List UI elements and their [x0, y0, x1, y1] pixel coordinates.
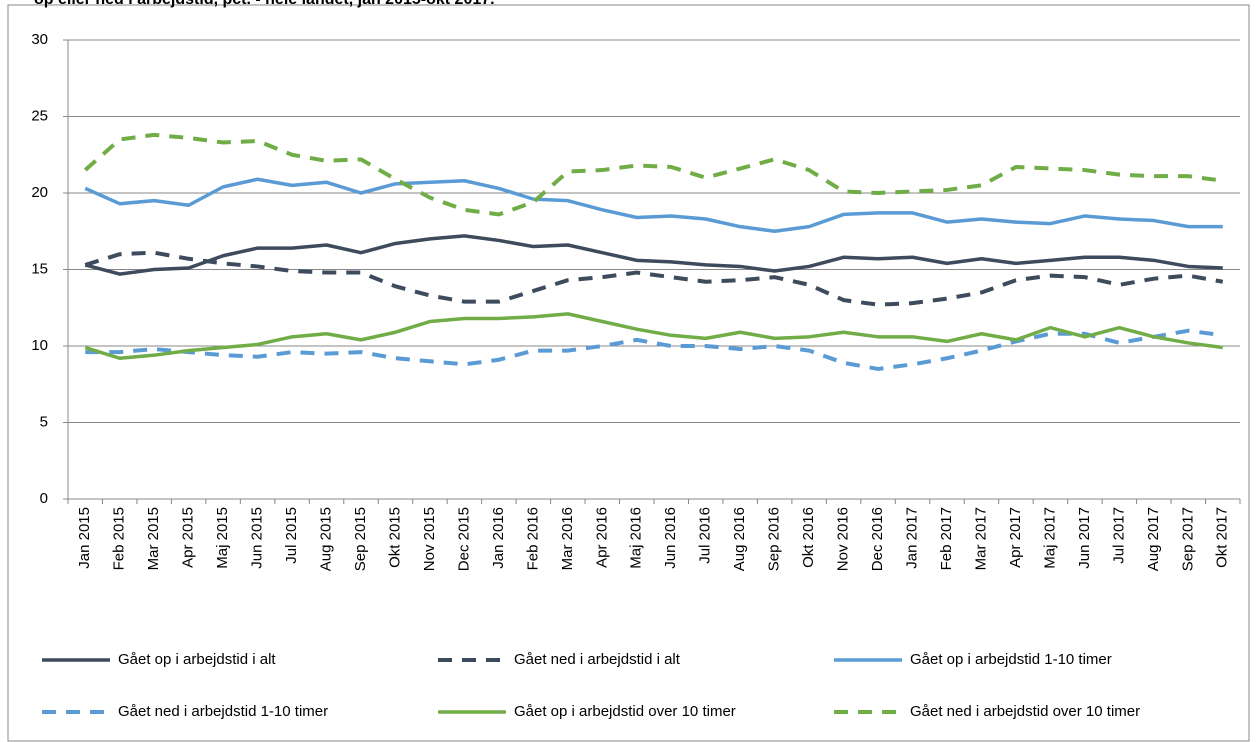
legend-label: Gået op i arbejdstid over 10 timer — [514, 703, 736, 720]
series-line — [84, 177, 1223, 233]
legend-label: Gået op i arbejdstid i alt — [118, 651, 276, 668]
y-tick-label: 30 — [31, 31, 48, 48]
x-tick-label: Apr 2016 — [593, 507, 610, 568]
legend-label: Gået ned i arbejdstid i alt — [514, 651, 681, 668]
x-tick-label: Maj 2017 — [1041, 507, 1058, 569]
x-tick-label: Jul 2016 — [697, 507, 714, 564]
x-tick-label: Dec 2016 — [869, 507, 886, 571]
x-tick-label: Maj 2015 — [214, 507, 231, 569]
x-tick-label: Aug 2016 — [731, 507, 748, 571]
x-tick-label: Jun 2015 — [249, 507, 266, 569]
x-tick-label: Jun 2016 — [662, 507, 679, 569]
x-tick-label: Sep 2016 — [766, 507, 783, 571]
x-tick-label: Aug 2015 — [317, 507, 334, 571]
x-tick-label: Jan 2015 — [76, 507, 93, 569]
y-tick-label: 20 — [31, 184, 48, 201]
x-tick-label: Sep 2015 — [352, 507, 369, 571]
x-tick-label: Okt 2015 — [386, 507, 403, 568]
chart-title: op eller ned i arbejdstid, pct. - hele l… — [34, 0, 495, 8]
x-tick-label: Jun 2017 — [1076, 507, 1093, 569]
x-tick-label: Nov 2016 — [835, 507, 852, 571]
x-tick-label: Jan 2017 — [903, 507, 920, 569]
x-tick-label: Jul 2015 — [283, 507, 300, 564]
series-line — [85, 328, 1224, 371]
x-tick-label: Okt 2016 — [800, 507, 817, 568]
x-tick-label: Feb 2016 — [524, 507, 541, 570]
x-tick-label: Jan 2016 — [490, 507, 507, 569]
series-line — [83, 132, 1224, 217]
x-tick-label: Apr 2015 — [180, 507, 197, 568]
x-tick-label: Sep 2017 — [1179, 507, 1196, 571]
x-tick-label: Feb 2017 — [938, 507, 955, 570]
chart-border — [7, 4, 1250, 742]
series-line — [84, 250, 1224, 307]
legend-label: Gået op i arbejdstid 1-10 timer — [910, 651, 1112, 668]
x-tick-label: Aug 2017 — [1145, 507, 1162, 571]
series-line — [84, 312, 1223, 360]
series-line — [84, 234, 1223, 276]
x-tick-label: Mar 2017 — [972, 507, 989, 570]
x-tick-label: Apr 2017 — [1007, 507, 1024, 568]
x-tick-label: Okt 2017 — [1214, 507, 1231, 568]
x-tick-label: Maj 2016 — [628, 507, 645, 569]
x-tick-label: Nov 2015 — [421, 507, 438, 571]
y-tick-label: 25 — [31, 107, 48, 124]
x-tick-label: Mar 2015 — [145, 507, 162, 570]
x-tick-label: Mar 2016 — [559, 507, 576, 570]
y-tick-label: 0 — [40, 490, 48, 507]
y-tick-label: 5 — [40, 413, 48, 430]
legend-label: Gået ned i arbejdstid 1-10 timer — [118, 703, 328, 720]
y-tick-label: 15 — [31, 260, 48, 277]
x-tick-label: Jul 2017 — [1110, 507, 1127, 564]
legend-label: Gået ned i arbejdstid over 10 timer — [910, 703, 1140, 720]
x-tick-label: Dec 2015 — [455, 507, 472, 571]
y-tick-label: 10 — [31, 337, 48, 354]
x-tick-label: Feb 2015 — [111, 507, 128, 570]
